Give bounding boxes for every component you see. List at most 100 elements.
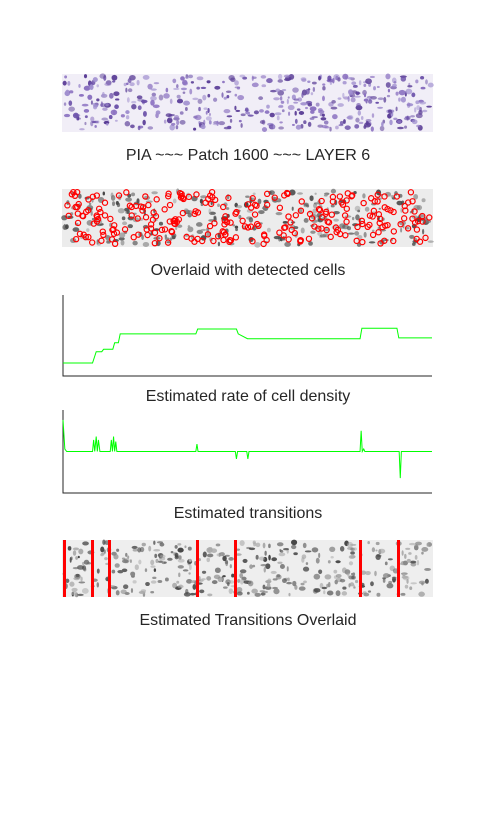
cell xyxy=(224,554,230,557)
cell xyxy=(274,112,282,116)
cell xyxy=(404,125,408,129)
detected-cell xyxy=(353,237,360,245)
cell xyxy=(176,580,180,584)
detected-cell xyxy=(305,235,313,242)
cell xyxy=(176,84,179,89)
cell xyxy=(63,102,67,106)
cell xyxy=(188,74,194,79)
cell xyxy=(234,225,239,229)
cell xyxy=(132,580,137,584)
cell xyxy=(282,548,290,551)
cell xyxy=(164,234,168,239)
cell xyxy=(415,100,420,105)
cell xyxy=(301,556,305,563)
cell xyxy=(368,241,376,244)
detected-cell xyxy=(164,193,172,200)
cell xyxy=(194,114,202,121)
cell xyxy=(224,560,229,565)
cell xyxy=(303,217,309,223)
cell xyxy=(262,584,266,590)
detected-cell xyxy=(101,212,109,219)
cell xyxy=(77,555,80,559)
cell xyxy=(150,591,155,594)
cell xyxy=(136,79,140,86)
detected-cell xyxy=(368,195,375,202)
cell xyxy=(416,559,420,566)
cell xyxy=(176,119,180,126)
cell xyxy=(272,586,278,590)
cell xyxy=(388,580,393,584)
detected-cell xyxy=(287,219,294,226)
cell xyxy=(278,126,284,130)
cell xyxy=(329,81,333,85)
cell xyxy=(137,98,144,102)
detected-cell xyxy=(319,214,326,221)
detected-cell xyxy=(171,220,178,227)
transition-lines xyxy=(63,540,400,597)
transition-line xyxy=(234,540,237,597)
cell xyxy=(207,93,211,98)
cell xyxy=(282,578,287,584)
cell xyxy=(177,565,184,569)
cell xyxy=(90,100,93,105)
detected-cell xyxy=(375,211,383,218)
cell xyxy=(293,226,299,230)
detected-cell xyxy=(164,239,172,246)
cell xyxy=(258,556,265,561)
cell xyxy=(150,99,155,106)
cell xyxy=(178,572,181,578)
detected-cell xyxy=(158,226,166,234)
detected-cell xyxy=(390,237,397,245)
cell xyxy=(151,191,158,195)
cell xyxy=(366,95,373,99)
cell xyxy=(363,98,369,102)
cell xyxy=(125,552,128,557)
cell xyxy=(248,547,256,551)
detected-cell xyxy=(400,215,408,222)
detected-cell xyxy=(393,193,401,200)
cell xyxy=(307,102,313,107)
cell xyxy=(212,122,219,126)
cell xyxy=(117,208,125,214)
cell xyxy=(75,573,80,578)
detected-cell xyxy=(85,196,92,203)
cell xyxy=(247,114,254,117)
cell xyxy=(67,80,71,86)
cell xyxy=(278,552,286,557)
cell xyxy=(207,593,213,597)
cell xyxy=(127,555,130,559)
cell xyxy=(360,115,364,120)
cell xyxy=(297,192,303,195)
cell xyxy=(126,209,130,215)
detected-cell xyxy=(249,238,256,245)
cell xyxy=(153,568,157,573)
cell xyxy=(187,546,192,551)
cell xyxy=(86,562,92,565)
cell xyxy=(347,115,354,121)
cell xyxy=(84,121,87,126)
cell xyxy=(303,120,307,125)
cell xyxy=(258,96,264,101)
cell xyxy=(321,113,325,117)
cell xyxy=(83,74,88,79)
cell xyxy=(122,221,128,226)
cell xyxy=(425,79,428,85)
detected-cell xyxy=(233,208,240,216)
detected-cell xyxy=(329,193,337,201)
cell xyxy=(254,241,261,248)
cell xyxy=(309,106,317,112)
cell xyxy=(163,93,170,99)
cell xyxy=(182,91,186,94)
cell xyxy=(188,558,192,562)
cell xyxy=(177,543,182,546)
cell xyxy=(275,88,281,93)
cell xyxy=(329,126,332,132)
detected-cell xyxy=(324,218,331,225)
detected-cell xyxy=(161,206,168,213)
cell xyxy=(401,550,404,556)
detected-cell xyxy=(343,197,350,204)
cell xyxy=(371,229,375,233)
cell xyxy=(131,192,136,197)
cell xyxy=(415,541,422,546)
cell xyxy=(418,591,425,597)
